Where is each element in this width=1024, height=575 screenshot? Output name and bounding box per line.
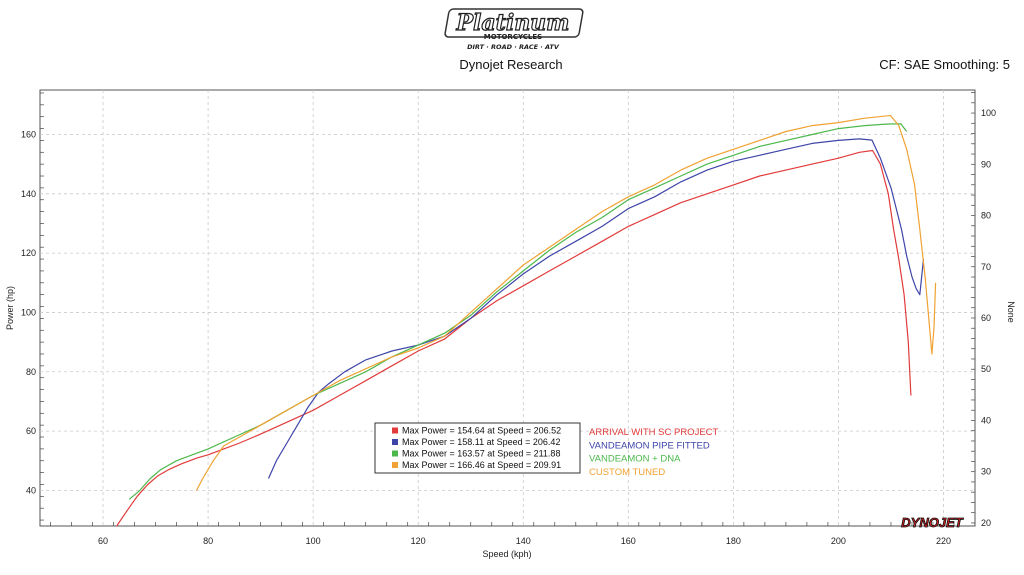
y-tick-label: 140 [21, 189, 36, 199]
x-tick-label: 200 [831, 536, 846, 546]
legend-entry: Max Power = 166.46 at Speed = 209.91 [402, 460, 561, 470]
logo-text: Platinum [456, 10, 570, 36]
dynojet-text: DYNOJET [901, 515, 963, 530]
series-annotation: VANDEAMON + DNA [589, 454, 681, 465]
series-annotation: ARRIVAL WITH SC PROJECT [589, 427, 719, 438]
dynojet-logo: DYNOJET [901, 515, 964, 531]
y2-tick-label: 70 [981, 262, 991, 272]
legend-swatch [392, 450, 398, 457]
x-tick-label: 140 [516, 536, 531, 546]
series-annotation: VANDEAMON PIPE FITTED [589, 440, 710, 451]
y-tick-label: 100 [21, 307, 36, 317]
legend: Max Power = 154.64 at Speed = 206.52Max … [374, 422, 581, 474]
legend-swatch [392, 462, 398, 468]
y2-tick-label: 100 [981, 108, 996, 118]
logo-tagline: DIRT · ROAD · RACE · ATV [467, 43, 560, 51]
series-annotations: ARRIVAL WITH SC PROJECT VANDEAMON PIPE FI… [589, 427, 719, 478]
x-tick-label: 220 [936, 536, 951, 546]
x-tick-labels: 60 80 100 120 140 160 180 200 220 [98, 536, 951, 546]
y2-tick-label: 60 [981, 313, 991, 323]
x-tick-label: 100 [306, 536, 321, 546]
x-axis-label: Speed (kph) [482, 549, 531, 559]
minor-ticks [40, 92, 975, 526]
y2-tick-label: 20 [981, 518, 991, 528]
y2-tick-label: 40 [981, 415, 991, 425]
x-tick-label: 80 [203, 536, 213, 546]
grid [40, 90, 975, 526]
legend-entry: Max Power = 158.11 at Speed = 206.42 [402, 437, 560, 447]
cf-info: CF: SAE Smoothing: 5 [879, 57, 1010, 72]
legend-swatch [392, 427, 398, 434]
y2-tick-label: 80 [981, 211, 991, 221]
x-tick-label: 120 [411, 536, 426, 546]
logo-subtext: MOTORCYCLES [484, 33, 542, 41]
y-tick-label: 160 [21, 129, 36, 139]
y-tick-label: 80 [26, 367, 36, 377]
x-tick-label: 180 [726, 536, 741, 546]
x-tick-label: 160 [621, 536, 636, 546]
series-annotation: CUSTOM TUNED [589, 467, 665, 478]
series-line-2 [267, 138, 925, 479]
series-line-4 [195, 114, 937, 491]
y2-axis-label: None [1006, 301, 1016, 323]
y-tick-label: 40 [26, 485, 36, 495]
legend-entry: Max Power = 163.57 at Speed = 211.88 [402, 449, 560, 459]
y2-tick-labels: 20 30 40 50 60 70 80 90 100 [981, 108, 996, 528]
y2-tick-label: 90 [981, 159, 991, 169]
y2-tick-label: 30 [981, 467, 991, 477]
legend-entry: Max Power = 154.64 at Speed = 206.52 [402, 426, 561, 436]
platinum-logo: Platinum MOTORCYCLES DIRT · ROAD · RACE … [444, 8, 584, 51]
y-tick-label: 60 [26, 426, 36, 436]
series-line-3 [128, 123, 908, 500]
y-tick-label: 120 [21, 248, 36, 258]
series-line-1 [116, 149, 912, 527]
x-tick-label: 60 [98, 536, 108, 546]
y2-tick-label: 50 [981, 364, 991, 374]
y-axis-label: Power (hp) [5, 286, 15, 330]
chart-title: Dynojet Research [459, 57, 562, 72]
y-tick-labels: 40 60 80 100 120 140 160 [21, 129, 36, 495]
series-lines [116, 114, 937, 527]
legend-swatch [392, 439, 398, 445]
